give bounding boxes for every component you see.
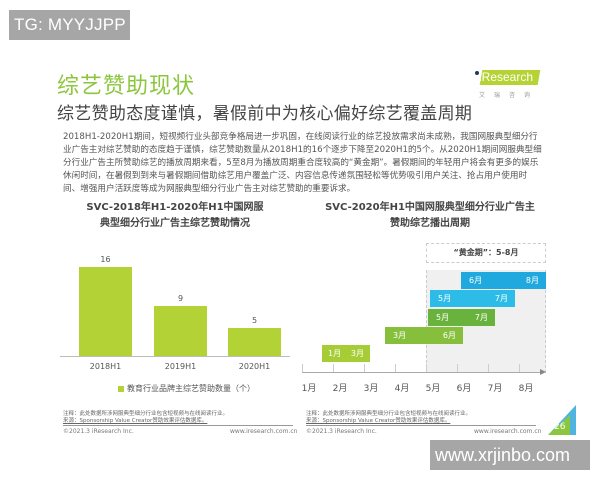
gantt-bar-start: 5月 <box>436 313 450 322</box>
tick <box>364 364 365 372</box>
tick <box>519 364 520 372</box>
page-subtitle: 综艺赞助态度谨慎，暑假前中为核心偏好综艺覆盖周期 <box>57 104 473 124</box>
tick <box>395 364 396 372</box>
legend-label: 教育行业品牌主综艺赞助数量（个） <box>127 384 255 393</box>
notes-left: 注释：此处数据所涉网服典型细分行业包含短视频与在线阅读行业。 来源：Sponso… <box>63 411 298 425</box>
footer-divider-left <box>63 425 293 426</box>
month-label-4: 4月 <box>394 384 410 394</box>
month-label-1: 1月 <box>301 384 317 394</box>
gantt-bar-1: 6月 8月 <box>461 272 546 289</box>
gantt-bar-end: 3月 <box>350 349 364 358</box>
body-paragraph: 2018H1-2020H1期间，短视频行业头部竞争格局进一步巩固，在线阅读行业的… <box>63 132 542 194</box>
month-label-5: 5月 <box>425 384 441 394</box>
footer-copyright-right: ©2021.3 iResearch Inc. <box>306 428 377 435</box>
bar-chart-legend: 教育行业品牌主综艺赞助数量（个） <box>118 383 255 394</box>
footer-copyright-left: ©2021.3 iResearch Inc. <box>63 428 134 435</box>
page-title: 综艺赞助现状 <box>57 74 196 99</box>
bar-chart-title-line1: SVC-2018年H1-2020年H1中国网服 <box>86 202 264 213</box>
gantt-bar-start: 1月 <box>328 349 342 358</box>
gantt-bar-end: 7月 <box>474 313 488 322</box>
tick <box>333 364 334 372</box>
tick <box>457 364 458 372</box>
golden-period-label: “黄金期”：5-8月 <box>426 243 546 263</box>
bar-chart-x-axis <box>60 356 290 357</box>
month-label-2: 2月 <box>332 384 348 394</box>
gantt-bar-3: 5月 7月 <box>428 309 495 326</box>
gantt-chart-title: SVC-2020年H1中国网服典型细分行业广告主 赞助综艺播出周期 <box>300 200 560 232</box>
logo-brand: iResearch <box>479 70 534 84</box>
gantt-bar-end: 6月 <box>442 331 456 340</box>
gantt-bar-2: 5月 7月 <box>430 290 515 307</box>
gantt-title-line2: 赞助综艺播出周期 <box>390 218 470 229</box>
corner-green-triangle <box>548 415 570 435</box>
bar-category-2020h1: 2020H1 <box>238 362 271 371</box>
notes-right: 注释：此处数据所涉网服典型细分行业包含短视频与在线阅读行业。 来源：Sponso… <box>306 411 541 425</box>
bar-category-2019h1: 2019H1 <box>164 362 197 371</box>
iresearch-logo: iResearch 艾瑞咨询 <box>475 66 545 102</box>
month-label-6: 6月 <box>456 384 472 394</box>
source-text: 来源：Sponsorship Value Creator赞助效果评估数据库。 <box>306 418 451 424</box>
gantt-bar-end: 8月 <box>525 276 539 285</box>
page-corner-decoration: 26 <box>548 405 576 435</box>
logo-dot-icon <box>475 71 479 75</box>
bar-category-2018h1: 2018H1 <box>89 362 122 371</box>
bar-value-2019h1: 9 <box>177 294 184 303</box>
note-text: 注释：此处数据所涉网服典型细分行业包含短视频与在线阅读行业。 <box>306 411 472 417</box>
bar-value-2020h1: 5 <box>251 316 258 325</box>
watermark-bottom: www.xrjinbo.com <box>430 440 590 470</box>
tick <box>488 364 489 372</box>
note-text: 注释：此处数据所涉网服典型细分行业包含短视频与在线阅读行业。 <box>63 411 229 417</box>
month-label-8: 8月 <box>518 384 534 394</box>
footer-url-right: www.iresearch.com.cn <box>474 428 542 435</box>
logo-sub: 艾瑞咨询 <box>479 92 540 99</box>
month-label-7: 7月 <box>487 384 503 394</box>
footer-divider-right <box>306 425 536 426</box>
bar-2019h1 <box>154 306 207 356</box>
watermark-top: TG: MYYJJPP <box>9 10 130 40</box>
gantt-bar-end: 7月 <box>494 294 508 303</box>
legend-swatch <box>118 385 124 392</box>
gantt-bar-4: 3月 6月 <box>385 327 463 344</box>
tick <box>302 364 303 372</box>
gantt-bar-5: 1月 3月 <box>322 345 370 362</box>
bar-2020h1 <box>228 328 281 356</box>
bar-2018h1 <box>79 267 132 356</box>
bar-value-2018h1: 16 <box>100 255 111 264</box>
page-number: 26 <box>554 422 566 432</box>
axis-arrow-icon <box>540 369 546 375</box>
gantt-x-axis <box>302 372 542 373</box>
footer-url-left: www.iresearch.com.cn <box>230 428 298 435</box>
gantt-title-line1: SVC-2020年H1中国网服典型细分行业广告主 <box>325 202 535 213</box>
bar-chart-title: SVC-2018年H1-2020年H1中国网服 典型细分行业广告主综艺赞助情况 <box>60 200 290 232</box>
gantt-bar-start: 6月 <box>469 276 483 285</box>
gantt-bar-start: 5月 <box>438 294 452 303</box>
gantt-bar-start: 3月 <box>393 331 407 340</box>
bar-chart-title-line2: 典型细分行业广告主综艺赞助情况 <box>100 218 250 229</box>
source-text: 来源：Sponsorship Value Creator赞助效果评估数据库。 <box>63 418 208 424</box>
tick <box>426 364 427 372</box>
month-label-3: 3月 <box>363 384 379 394</box>
